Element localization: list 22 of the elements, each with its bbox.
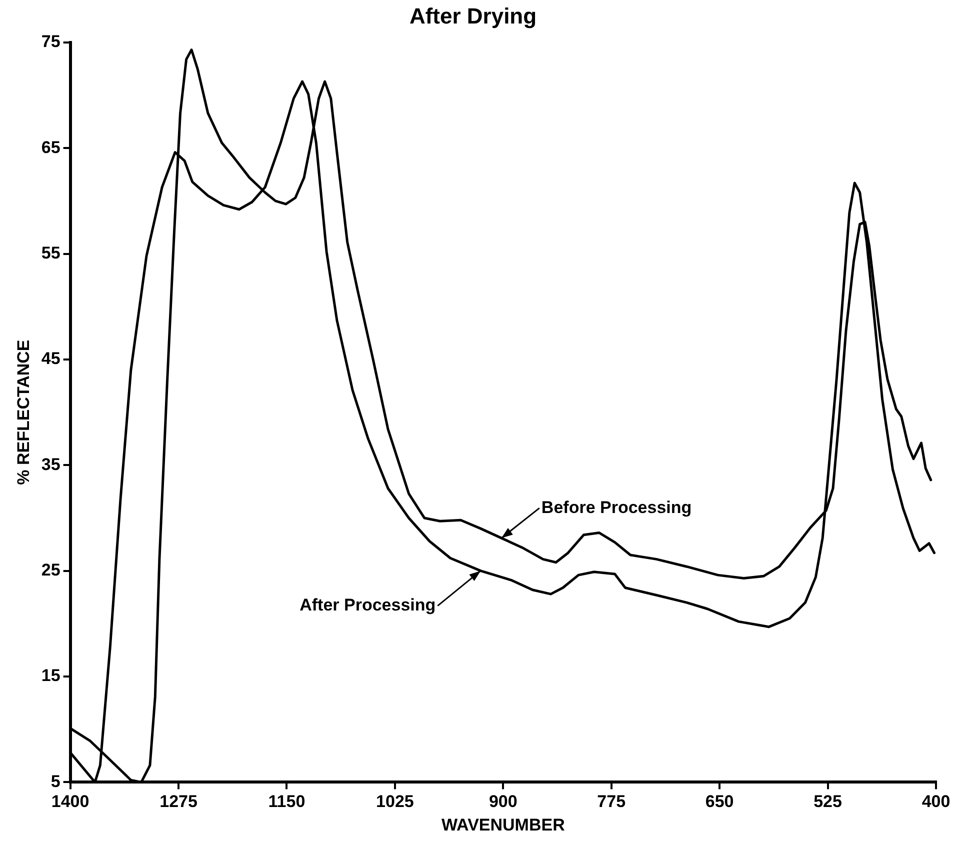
y-tick-label: 55 [41, 243, 60, 262]
y-tick-label: 75 [41, 32, 60, 52]
x-tick-label: 1150 [268, 792, 306, 812]
y-tick-label: 35 [41, 454, 60, 474]
y-tick-label: 45 [41, 349, 60, 368]
y-axis-title: % REFLECTANCE [14, 340, 33, 485]
chart-title: After Drying [409, 3, 537, 28]
series-label: Before Processing [541, 498, 692, 517]
x-tick-label: 1025 [376, 792, 414, 812]
x-tick-label: 400 [922, 792, 950, 812]
text: After Processing [300, 596, 436, 615]
y-tick-label: 25 [41, 560, 60, 580]
x-tick-label: 1275 [160, 792, 198, 812]
x-tick-label: 900 [488, 792, 518, 812]
x-tick-label: 1400 [51, 792, 90, 812]
x-tick-label: 650 [705, 792, 734, 812]
x-axis-title: WAVENUMBER [441, 815, 565, 834]
x-tick-label: 525 [814, 792, 842, 812]
y-tick-label: 15 [41, 666, 60, 686]
y-tick-label: 65 [41, 138, 60, 157]
x-tick-label: 775 [597, 792, 626, 812]
y-tick-label: 5 [50, 772, 60, 791]
